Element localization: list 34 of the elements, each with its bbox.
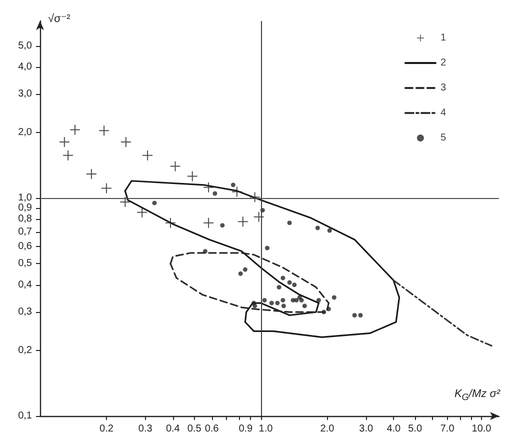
x-tick-label: 0.4	[166, 424, 180, 434]
y-tick-label: 0,9	[18, 202, 32, 214]
x-tick-label: 10.0	[472, 424, 492, 434]
x-tick-label: 3.0	[359, 424, 374, 434]
legend-label: 3	[440, 82, 446, 94]
x-tick-label: 0.5	[187, 424, 202, 434]
y-tick-label: 0,8	[18, 214, 32, 225]
x-tick-label: 4.0	[386, 424, 402, 434]
legend-label: 4	[440, 108, 446, 118]
x-tick-label: 7.0	[440, 424, 455, 434]
y-tick-label: 1,0	[18, 192, 32, 204]
y-tick-label: 0,2	[18, 344, 32, 356]
x-tick-label: 0.3	[138, 424, 153, 434]
x-tick-label: 5.0	[408, 424, 422, 434]
y-tick-label: 0,1	[18, 410, 32, 422]
x-tick-label: 2.0	[320, 424, 335, 434]
x-tick-label: 0.2	[100, 424, 114, 434]
x-axis-title: K$_{G}$/Mz σ²	[454, 388, 500, 402]
y-tick-label: 0,3	[18, 306, 32, 318]
x-tick-label: 0.6	[204, 424, 220, 434]
y-tick-label: 5,0	[18, 40, 32, 52]
y-tick-label: 0,7	[18, 226, 32, 238]
y-tick-label: 0,4	[18, 279, 32, 290]
y-tick-label: 4,0	[18, 61, 32, 72]
legend-label: 2	[440, 58, 446, 68]
y-tick-label: 2,0	[18, 127, 32, 138]
legend-label: 1	[440, 32, 446, 44]
y-tick-label: 0,5	[18, 258, 32, 270]
y-tick-label: 0,6	[18, 240, 32, 252]
legend-label: 5	[440, 132, 446, 144]
x-tick-label: 0.9	[238, 424, 254, 434]
y-tick-label: 3,0	[18, 88, 32, 100]
y-axis-title: √σ⁻²	[48, 12, 70, 25]
x-tick-label: 1.0	[258, 424, 274, 434]
